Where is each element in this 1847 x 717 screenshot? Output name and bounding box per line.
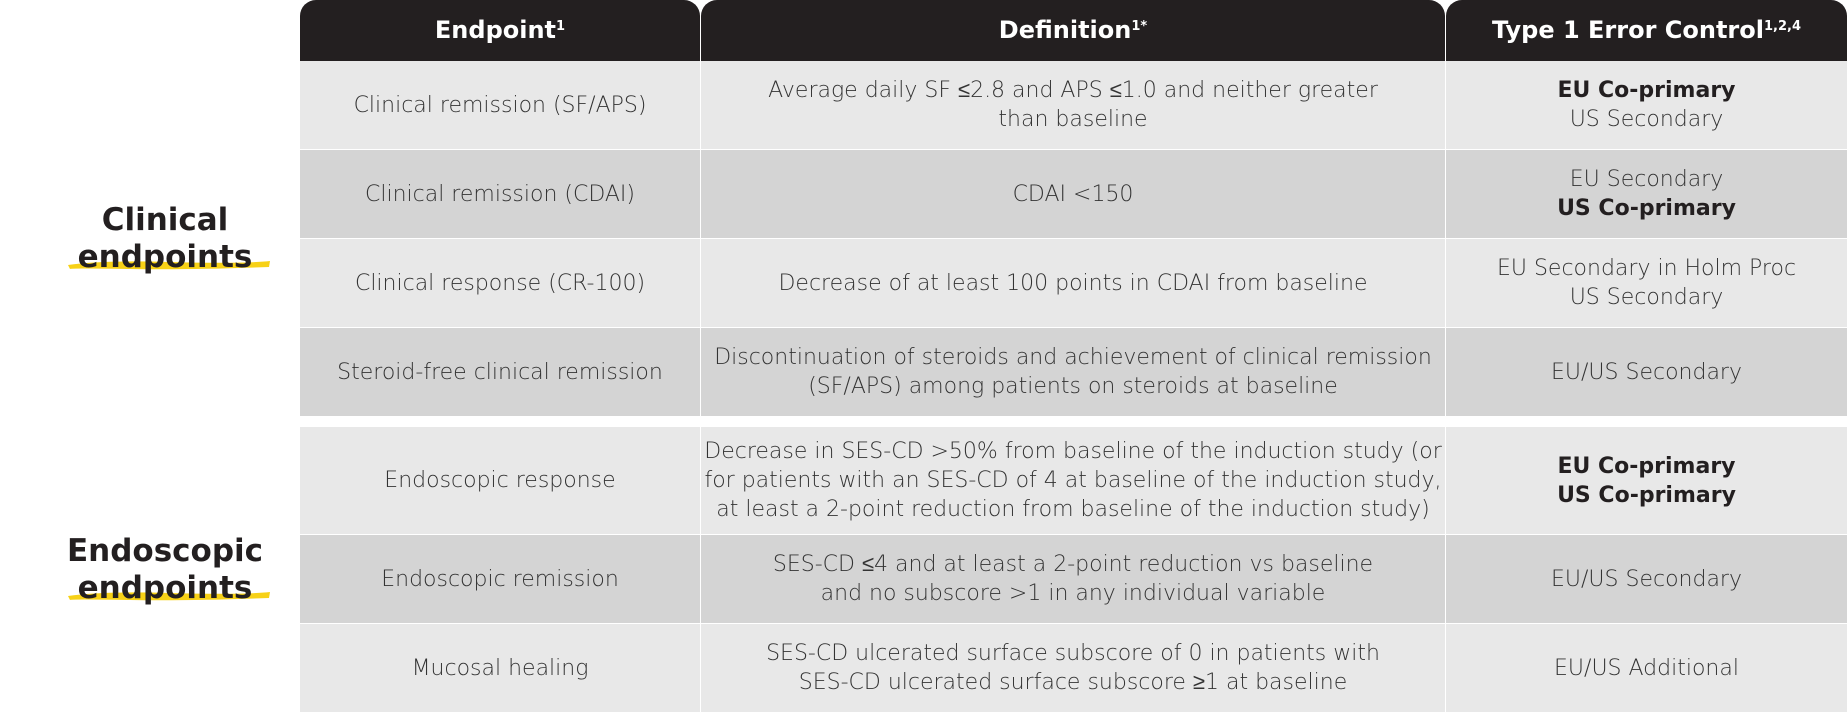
control-line: EU Co-primary — [1557, 78, 1736, 103]
endpoint-cell: Mucosal healing — [300, 624, 700, 712]
definition-line: (SF/APS) among patients on steroids at b… — [808, 374, 1338, 399]
control-line: US Secondary — [1569, 107, 1724, 132]
control-line: EU Co-primary — [1557, 453, 1736, 479]
control-line: US Co-primary — [1557, 482, 1736, 508]
definition-line: and no subscore >1 in any individual var… — [820, 581, 1326, 606]
header-text: Endpoint — [434, 16, 557, 44]
definition-line: CDAI <150 — [1012, 181, 1134, 207]
definition-line: Decrease in SES-CD >50% from baseline of… — [704, 439, 1442, 464]
endpoint-cell: Clinical remission (CDAI) — [300, 150, 700, 238]
header-sup: 1 — [556, 19, 566, 34]
header-text: Definition — [998, 16, 1132, 44]
control-cell: EU/US Secondary — [1446, 328, 1847, 416]
definition-cell: CDAI <150 — [701, 150, 1445, 238]
control-line: EU Secondary in Holm Proc — [1496, 256, 1797, 281]
control-line: EU/US Secondary — [1551, 566, 1742, 592]
control-cell: EU Secondary US Co-primary — [1446, 150, 1847, 238]
group-label-line: endpoints — [77, 239, 253, 275]
definition-line: SES-CD ulcerated surface subscore ≥1 at … — [798, 670, 1348, 695]
control-line: EU/US Secondary — [1551, 359, 1742, 385]
endpoint-text: Clinical remission (CDAI) — [364, 181, 635, 207]
group-label: Endoscopic endpoints — [40, 533, 290, 607]
control-line: US Secondary — [1569, 285, 1724, 310]
header-sup: 1,2,4 — [1763, 19, 1801, 34]
endpoint-text: Steroid-free clinical remission — [337, 359, 663, 385]
definition-line: for patients with an SES-CD of 4 at base… — [704, 468, 1442, 493]
endpoint-text: Clinical remission (SF/APS) — [353, 92, 647, 118]
group-label: Clinical endpoints — [40, 202, 290, 276]
definition-line: Decrease of at least 100 points in CDAI … — [778, 270, 1368, 296]
endpoint-cell: Endoscopic response — [300, 427, 700, 534]
header-cell: Definition1* — [701, 0, 1445, 61]
control-cell: EU Co-primary US Co-primary — [1446, 427, 1847, 534]
group-label-line: endpoints — [77, 570, 253, 606]
highlight-stroke — [68, 261, 270, 270]
endpoint-text: Endoscopic response — [384, 468, 616, 493]
endpoint-cell: Steroid-free clinical remission — [300, 328, 700, 416]
definition-line: at least a 2-point reduction from baseli… — [716, 497, 1430, 522]
control-cell: EU/US Secondary — [1446, 535, 1847, 623]
definition-cell: SES-CD ≤4 and at least a 2-point reducti… — [701, 535, 1445, 623]
definition-cell: SES-CD ulcerated surface subscore of 0 i… — [701, 624, 1445, 712]
endpoint-text: Clinical response (CR-100) — [354, 270, 646, 296]
group-label-line: Clinical — [101, 202, 229, 238]
definition-cell: Decrease of at least 100 points in CDAI … — [701, 239, 1445, 327]
control-line: EU/US Additional — [1554, 655, 1739, 681]
group-label-line: Endoscopic — [66, 533, 264, 569]
endpoint-text: Endoscopic remission — [381, 566, 619, 592]
header-cell: Endpoint1 — [300, 0, 700, 61]
endpoint-cell: Endoscopic remission — [300, 535, 700, 623]
control-line: US Co-primary — [1557, 196, 1736, 221]
endpoint-cell: Clinical response (CR-100) — [300, 239, 700, 327]
header-cell: Type 1 Error Control1,2,4 — [1446, 0, 1847, 61]
definition-line: SES-CD ≤4 and at least a 2-point reducti… — [772, 552, 1374, 577]
highlight-stroke — [68, 592, 270, 601]
header-sup: 1* — [1131, 19, 1148, 34]
header-text: Type 1 Error Control — [1491, 16, 1764, 44]
endpoint-cell: Clinical remission (SF/APS) — [300, 61, 700, 149]
definition-line: than baseline — [998, 107, 1148, 132]
control-cell: EU Co-primary US Secondary — [1446, 61, 1847, 149]
definition-line: Discontinuation of steroids and achievem… — [714, 345, 1432, 370]
definition-cell: Average daily SF ≤2.8 and APS ≤1.0 and n… — [701, 61, 1445, 149]
control-line: EU Secondary — [1569, 167, 1724, 192]
definition-line: SES-CD ulcerated surface subscore of 0 i… — [766, 641, 1380, 666]
control-cell: EU/US Additional — [1446, 624, 1847, 712]
definition-cell: Discontinuation of steroids and achievem… — [701, 328, 1445, 416]
control-cell: EU Secondary in Holm Proc US Secondary — [1446, 239, 1847, 327]
definition-line: Average daily SF ≤2.8 and APS ≤1.0 and n… — [768, 78, 1378, 103]
definition-cell: Decrease in SES-CD >50% from baseline of… — [701, 427, 1445, 534]
endpoint-text: Mucosal healing — [411, 655, 589, 681]
